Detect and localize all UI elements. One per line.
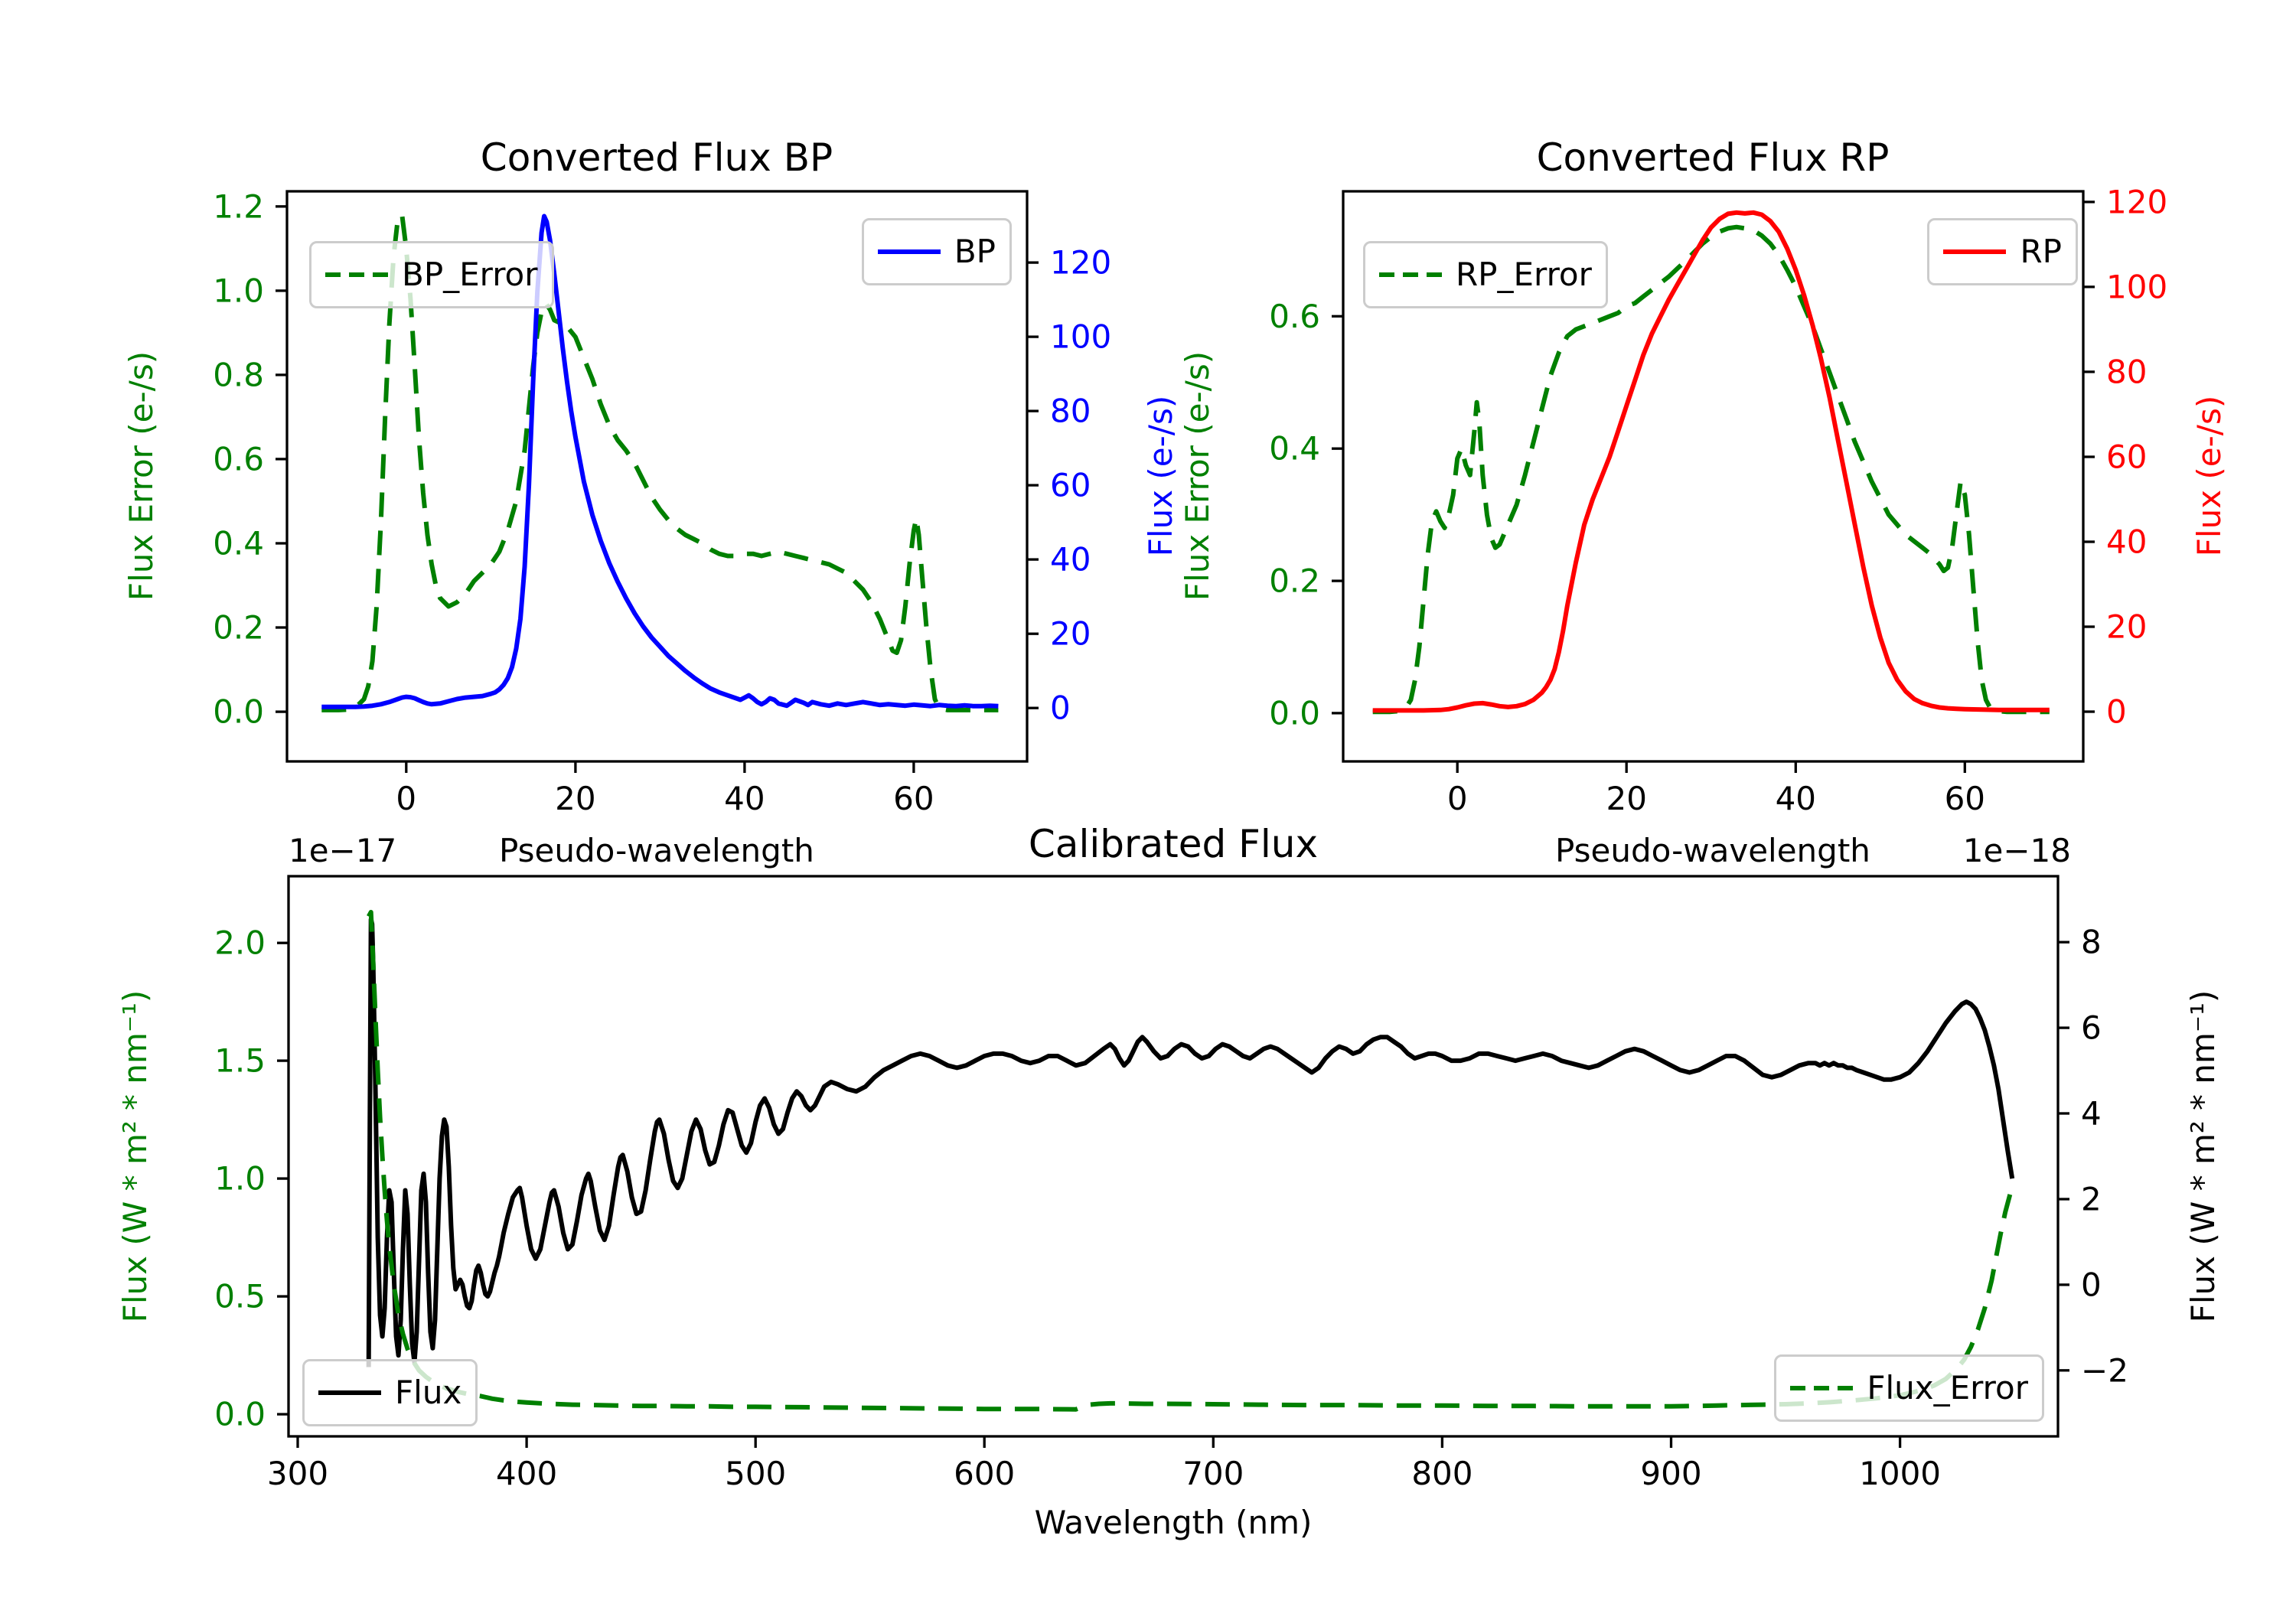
x-tick-label: 0	[396, 780, 416, 817]
axes-spine	[287, 875, 2060, 1438]
x-tick-label: 700	[1182, 1455, 1244, 1492]
legend-line-sample-flux	[318, 1390, 381, 1395]
x-tick-label: 600	[954, 1455, 1015, 1492]
y-axis-label-rp-left: Flux Error (e-/s)	[1179, 350, 1216, 601]
series-Flux_Error	[367, 910, 2015, 1412]
y-axis-label-flux-left: Flux (W * m² * nm⁻¹)	[116, 989, 154, 1323]
legend-flux: Flux	[302, 1359, 478, 1426]
x-tick-label: 400	[496, 1455, 557, 1492]
axes-spine	[1342, 190, 2085, 763]
x-tick-label: 1000	[1859, 1455, 1941, 1492]
y-tick-label-left: 0.6	[213, 440, 264, 478]
chart-title-bp: Converted Flux BP	[480, 135, 833, 180]
series-Flux	[366, 917, 2015, 1367]
legend-bp: BP	[861, 218, 1012, 285]
series-RP	[1372, 210, 2050, 713]
y-tick-label-right: 40	[2106, 523, 2147, 561]
y-tick-label-right: 100	[1050, 318, 1111, 356]
y-tick-label-left: 0.0	[1269, 694, 1320, 732]
legend-label-bp: BP	[954, 233, 996, 270]
y-tick-label-right: 60	[2106, 438, 2147, 476]
legend-rp-error: RP_Error	[1363, 241, 1608, 308]
y-tick-label-left: 0.0	[213, 693, 264, 731]
y-tick-label-left: 1.5	[214, 1042, 266, 1080]
y-tick-label-right: 0	[2106, 693, 2127, 731]
y-axis-label-flux-right: Flux (W * m² * nm⁻¹)	[2184, 989, 2222, 1323]
offset-text-1e-17: 1e−17	[289, 832, 397, 869]
x-axis-label-rp: Pseudo-wavelength	[1555, 832, 1870, 869]
y-tick-label-right: 60	[1050, 467, 1091, 504]
chart-title-calibrated: Calibrated Flux	[1028, 822, 1319, 866]
y-tick-label-right: −2	[2081, 1351, 2128, 1389]
y-tick-label-right: 20	[1050, 615, 1091, 653]
y-tick-label-left: 0.5	[214, 1278, 266, 1315]
y-tick-label-right: 2	[2081, 1181, 2102, 1218]
x-tick-label: 500	[725, 1455, 786, 1492]
y-tick-label-left: 0.4	[213, 525, 264, 562]
y-tick-label-left: 0.0	[214, 1396, 266, 1433]
y-tick-label-right: 6	[2081, 1009, 2102, 1047]
y-tick-label-right: 120	[1050, 244, 1111, 282]
x-tick-label: 60	[1945, 780, 1985, 817]
x-axis-label-wavelength: Wavelength (nm)	[1034, 1504, 1313, 1541]
legend-flux-error: Flux_Error	[1774, 1354, 2044, 1422]
x-tick-label: 300	[267, 1455, 328, 1492]
chart-title-rp: Converted Flux RP	[1536, 135, 1890, 180]
y-tick-label-left: 0.6	[1269, 298, 1320, 335]
legend-label-flux-error: Flux_Error	[1867, 1369, 2028, 1407]
legend-label-flux: Flux	[395, 1374, 462, 1411]
series-BP_Error	[321, 212, 999, 712]
legend-rp: RP	[1927, 218, 2078, 285]
y-axis-label-bp-left: Flux Error (e-/s)	[122, 350, 160, 601]
y-tick-label-right: 40	[1050, 541, 1091, 579]
y-tick-label-right: 120	[2106, 183, 2167, 220]
y-tick-label-left: 1.0	[214, 1160, 266, 1198]
x-tick-label: 20	[555, 780, 595, 817]
y-tick-label-left: 1.2	[213, 187, 264, 225]
x-tick-label: 60	[893, 780, 934, 817]
y-tick-label-right: 80	[2106, 353, 2147, 390]
x-tick-label: 800	[1411, 1455, 1473, 1492]
y-tick-label-left: 0.4	[1269, 430, 1320, 468]
y-tick-label-right: 20	[2106, 608, 2147, 646]
legend-line-sample-rp	[1943, 249, 2007, 254]
series-RP_Error	[1372, 224, 2050, 715]
y-axis-label-rp-right: Flux (e-/s)	[2190, 395, 2228, 557]
x-tick-label: 900	[1640, 1455, 1701, 1492]
legend-line-sample-rp-error	[1379, 272, 1442, 277]
legend-line-sample-flux-error	[1790, 1386, 1854, 1390]
y-tick-label-right: 80	[1050, 393, 1091, 430]
y-tick-label-left: 0.8	[213, 356, 264, 393]
legend-line-sample-bp-error	[325, 272, 388, 277]
y-tick-label-left: 0.2	[1269, 562, 1320, 600]
x-tick-label: 40	[1776, 780, 1816, 817]
x-tick-label: 40	[724, 780, 765, 817]
y-tick-label-left: 1.0	[213, 272, 264, 309]
y-axis-label-bp-right: Flux (e-/s)	[1142, 395, 1179, 557]
legend-line-sample-bp	[877, 249, 941, 254]
legend-label-rp-error: RP_Error	[1456, 256, 1592, 293]
x-tick-label: 20	[1606, 780, 1646, 817]
y-tick-label-right: 0	[1050, 689, 1071, 727]
legend-bp-error: BP_Error	[309, 241, 554, 308]
offset-text-1e-18: 1e−18	[1962, 832, 2071, 869]
axes-spine	[285, 190, 1029, 763]
legend-label-bp-error: BP_Error	[402, 256, 538, 293]
y-tick-label-right: 100	[2106, 268, 2167, 305]
x-tick-label: 0	[1447, 780, 1468, 817]
y-tick-label-right: 8	[2081, 924, 2102, 961]
y-tick-label-right: 4	[2081, 1095, 2102, 1133]
y-tick-label-left: 0.2	[213, 609, 264, 647]
series-BP	[321, 214, 999, 709]
x-axis-label-bp: Pseudo-wavelength	[499, 832, 814, 869]
legend-label-rp: RP	[2020, 233, 2062, 270]
y-tick-label-right: 0	[2081, 1266, 2102, 1303]
y-tick-label-left: 2.0	[214, 924, 266, 962]
